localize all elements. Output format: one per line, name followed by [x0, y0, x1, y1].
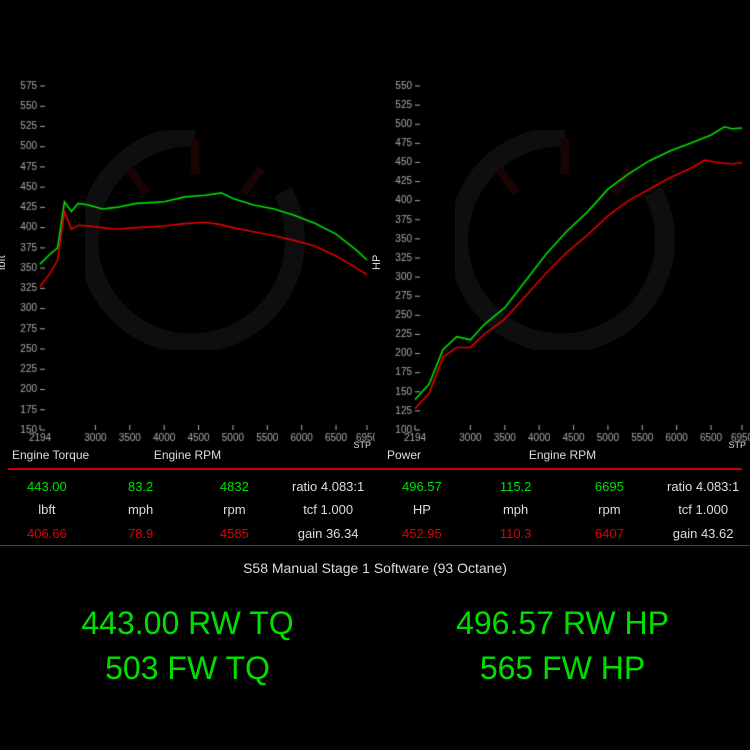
tq-stock-rpm: 4585 — [188, 526, 282, 541]
tq-tcf: tcf 1.000 — [281, 502, 375, 517]
hp-unit-mph: mph — [469, 502, 563, 517]
tq-tuned-rpm: 4832 — [188, 479, 282, 494]
tq-ratio: ratio 4.083:1 — [281, 479, 375, 494]
torque-stp: STP — [353, 440, 371, 450]
hp-gain: gain 43.62 — [656, 526, 750, 541]
tq-stock-mph: 78.9 — [94, 526, 188, 541]
hp-stock-mph: 110.3 — [469, 526, 563, 541]
charts-container: lbft Engine RPM Engine Torque STP HP Eng… — [0, 80, 750, 460]
hp-tuned-mph: 115.2 — [469, 479, 563, 494]
headline-row-1: 443.00 RW TQ 496.57 RW HP — [0, 605, 750, 642]
hp-tcf: tcf 1.000 — [656, 502, 750, 517]
torque-corner: Engine Torque — [12, 448, 89, 462]
hp-stock-val: 452.95 — [375, 526, 469, 541]
hp-tuned-val: 496.57 — [375, 479, 469, 494]
torque-chart: lbft Engine RPM Engine Torque STP — [0, 80, 375, 460]
headline-rw-hp: 496.57 RW HP — [375, 605, 750, 642]
headline-rw-tq: 443.00 RW TQ — [0, 605, 375, 642]
tq-gain: gain 36.34 — [281, 526, 375, 541]
torque-ylabel: lbft — [0, 255, 8, 270]
hp-unit-rpm: rpm — [563, 502, 657, 517]
headline-fw-tq: 503 FW TQ — [0, 650, 375, 687]
subtitle: S58 Manual Stage 1 Software (93 Octane) — [0, 560, 750, 576]
hp-stock-rpm: 6407 — [563, 526, 657, 541]
tq-tuned-val: 443.00 — [0, 479, 94, 494]
hp-ratio: ratio 4.083:1 — [656, 479, 750, 494]
headline-fw-hp: 565 FW HP — [375, 650, 750, 687]
hp-unit-val: HP — [375, 502, 469, 517]
torque-xlabel: Engine RPM — [154, 448, 221, 462]
data-table: 443.00 83.2 4832 ratio 4.083:1 lbft mph … — [0, 475, 750, 546]
power-ylabel: HP — [371, 255, 383, 270]
tq-unit-rpm: rpm — [188, 502, 282, 517]
power-chart: HP Engine RPM Power STP — [375, 80, 750, 460]
power-xlabel: Engine RPM — [529, 448, 596, 462]
tq-unit-val: lbft — [0, 502, 94, 517]
power-stp: STP — [728, 440, 746, 450]
dyno-sheet: { "background_color":"#000000", "text_co… — [0, 0, 750, 750]
power-corner: Power — [387, 448, 421, 462]
separator-line — [8, 468, 742, 470]
hp-tuned-rpm: 6695 — [563, 479, 657, 494]
headline-row-2: 503 FW TQ 565 FW HP — [0, 650, 750, 687]
data-table-right: 496.57 115.2 6695 ratio 4.083:1 HP mph r… — [375, 475, 750, 545]
data-table-left: 443.00 83.2 4832 ratio 4.083:1 lbft mph … — [0, 475, 375, 545]
tq-tuned-mph: 83.2 — [94, 479, 188, 494]
tq-unit-mph: mph — [94, 502, 188, 517]
tq-stock-val: 406.66 — [0, 526, 94, 541]
